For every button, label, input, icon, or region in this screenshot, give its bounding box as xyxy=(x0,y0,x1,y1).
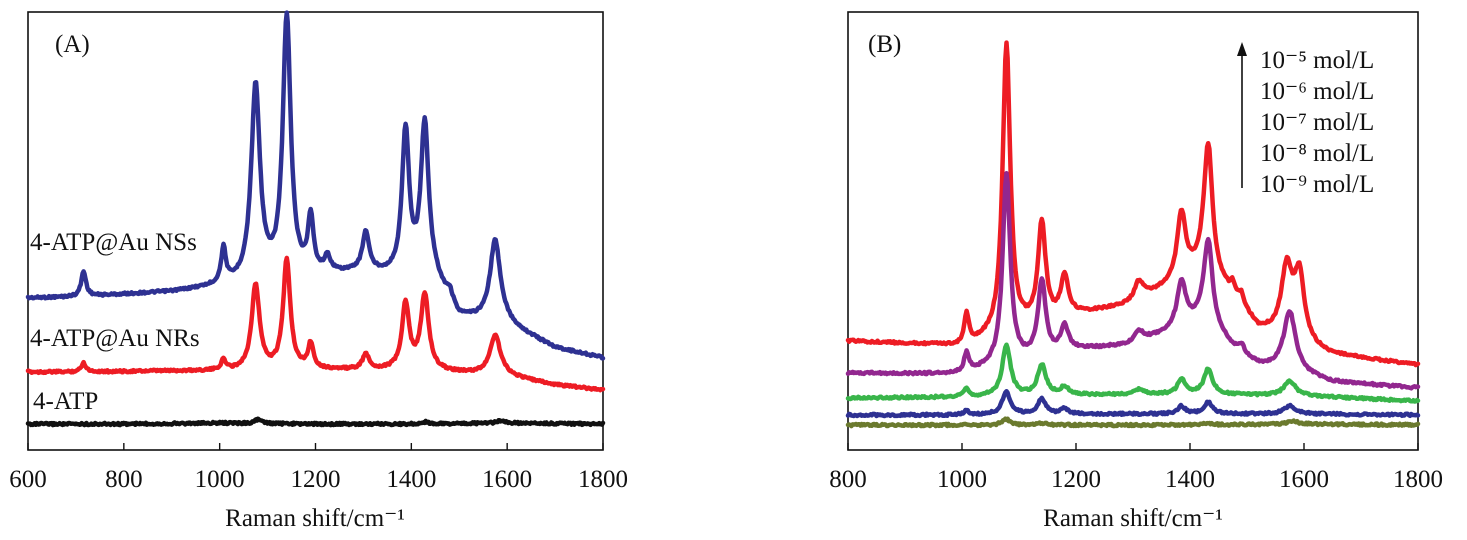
x-tick-label: 600 xyxy=(9,466,47,493)
series-line-panel-b-3 xyxy=(845,342,1421,404)
series-line-panel-b-4 xyxy=(845,388,1421,419)
panel-a-x-axis-label: Raman shift/cm⁻¹ xyxy=(225,505,405,532)
x-tick-label: 1400 xyxy=(1165,466,1215,493)
x-tick-label: 1200 xyxy=(291,466,341,493)
panel-b-label: (B) xyxy=(868,31,901,58)
legend-entry-4: 10⁻⁸ mol/L xyxy=(1260,140,1374,167)
series-line-panel-b-1 xyxy=(845,40,1421,368)
panel-b-x-axis-label: Raman shift/cm⁻¹ xyxy=(1043,505,1223,532)
x-tick-label: 1600 xyxy=(1279,466,1329,493)
panel-a-series-label-nrs: 4-ATP@Au NRs xyxy=(30,325,200,352)
legend-entry-5: 10⁻⁹ mol/L xyxy=(1260,171,1374,198)
x-tick-label: 1800 xyxy=(578,466,628,493)
panel-a-series-label-atp: 4-ATP xyxy=(33,388,98,415)
x-tick-label: 800 xyxy=(829,466,867,493)
panel-a-label: (A) xyxy=(55,31,90,58)
series-line-panel-a-1 xyxy=(25,10,606,361)
panel-a-ticks: 600 800 1000 1200 1400 1600 1800 xyxy=(9,443,628,493)
panel-b-frame xyxy=(847,11,1419,451)
series-line-panel-b-2 xyxy=(845,170,1421,391)
legend-entry-1: 10⁻⁵ mol/L xyxy=(1260,47,1374,74)
legend-entry-2: 10⁻⁶ mol/L xyxy=(1260,78,1374,105)
x-tick-label: 1400 xyxy=(386,466,436,493)
x-tick-label: 1200 xyxy=(1051,466,1101,493)
series-line-panel-b-5 xyxy=(845,416,1421,429)
x-tick-label: 800 xyxy=(105,466,143,493)
x-tick-label: 1000 xyxy=(937,466,987,493)
series-line-panel-a-2 xyxy=(25,255,606,393)
legend-arrow-icon xyxy=(1237,42,1247,56)
series-line-panel-a-3 xyxy=(25,416,606,428)
legend: 10⁻⁵ mol/L 10⁻⁶ mol/L 10⁻⁷ mol/L 10⁻⁸ mo… xyxy=(1237,42,1374,198)
legend-entry-3: 10⁻⁷ mol/L xyxy=(1260,109,1374,136)
x-tick-label: 1000 xyxy=(195,466,245,493)
x-tick-label: 1600 xyxy=(482,466,532,493)
x-tick-label: 1800 xyxy=(1393,466,1443,493)
panel-b-traces xyxy=(845,40,1421,429)
panel-a-traces xyxy=(25,10,606,428)
panel-a: 600 800 1000 1200 1400 1600 1800 (A) 4-ATP@Au … xyxy=(9,10,628,532)
panel-b-ticks: 800 1000 1200 1400 1600 1800 xyxy=(829,443,1443,493)
panel-b: 800 1000 1200 1400 1600 1800 (B) 10⁻⁵ mol/L 1… xyxy=(829,11,1443,532)
panel-a-series-label-nss: 4-ATP@Au NSs xyxy=(30,229,197,256)
